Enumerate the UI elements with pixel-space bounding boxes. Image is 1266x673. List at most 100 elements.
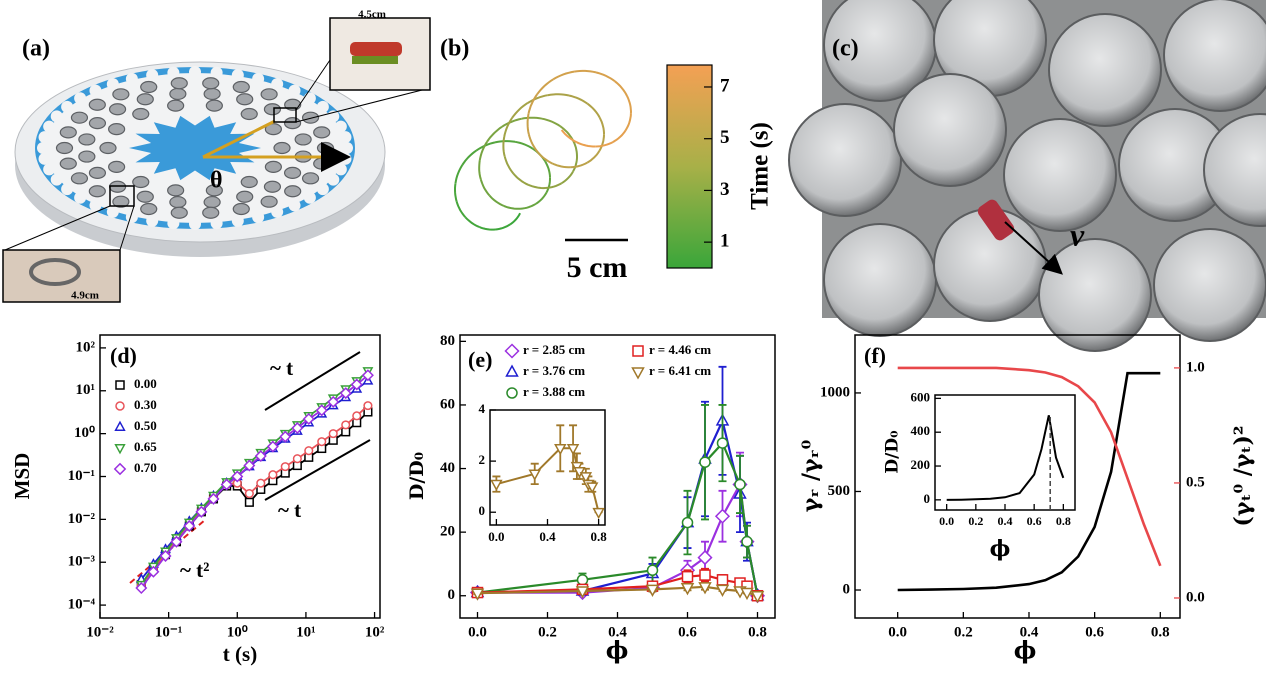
marker [646,564,659,577]
hole [140,202,158,216]
trajectory [541,117,561,128]
y-tick-label: 10⁻¹ [68,468,95,484]
marker [220,478,233,491]
ring-scallop [252,72,265,85]
series-line [897,366,1162,567]
marker [576,574,589,586]
ring-photo [29,258,81,286]
hole [264,160,282,173]
hole [205,184,223,197]
ring-scallop [316,183,329,196]
hole [88,185,106,198]
hole [59,126,77,139]
series-line [140,380,369,580]
x-axis-label: ϕ [606,636,629,665]
velocity-label: ν [1070,216,1085,252]
y-tick-label: 10⁻⁴ [68,597,96,613]
marker [341,420,351,430]
marker [645,584,660,597]
hole [236,93,254,106]
trajectory [512,173,529,186]
y-tick-label: 200 [911,457,931,472]
ring-scallop [61,100,74,113]
y2-tick-label: 1.0 [1186,359,1205,375]
marker [256,478,266,488]
marker [328,429,338,439]
hole [132,175,150,189]
hole [78,133,96,146]
ring-scallop [327,173,340,186]
y-tick-label: 4 [479,401,486,416]
hole [273,141,291,155]
hole [264,123,282,136]
marker [681,516,694,529]
ring-scallop [50,173,63,186]
hole [240,107,258,121]
marker [327,395,340,408]
trajectory [598,134,605,152]
scale-label: 5 cm [567,251,628,284]
x-axis-label: ϕ [1014,636,1037,665]
x-tick-label: 0.0 [488,529,504,544]
marker [716,574,729,586]
ring-scallop [106,78,119,91]
hole [232,80,250,94]
marker [352,411,362,421]
trajectory [560,129,578,144]
ring-scallop [146,214,159,227]
trajectory [612,129,627,143]
trajectory [503,204,521,210]
x-tick-label: 10⁻¹ [155,624,182,640]
legend-label: r = 3.88 cm [523,384,585,399]
inset-x-label: ϕ [990,536,1011,562]
y-axis-label: γᵣ /γᵣ⁰ [798,439,824,512]
hole [108,160,126,173]
panel-label: (f) [864,343,886,368]
hole [301,172,320,185]
bead [1153,228,1266,342]
marker [361,369,374,382]
ring-scallop [334,163,347,176]
y-tick-label: 0 [924,491,931,506]
zoom-box [273,107,297,123]
trajectory [545,177,551,193]
y-tick-label: 0 [448,587,456,603]
hole [232,202,250,216]
trajectory [570,161,588,169]
x-tick-label: 0.4 [539,529,556,544]
ring-scallop [74,92,87,105]
bead [1203,113,1266,227]
ring-scallop [167,66,180,79]
panel-c: ν [788,0,1266,352]
bead [893,73,1007,187]
hole [284,185,302,198]
marker [575,586,590,599]
y-tick-label: 10⁻³ [68,554,96,570]
annotation: ~ t² [180,558,209,582]
ring-scallop [231,69,244,82]
bead [788,103,902,217]
hole [167,184,185,197]
trajectory [454,164,464,184]
marker [554,443,567,456]
zoom-line [295,87,431,123]
zoom-line [4,205,111,251]
x-tick-label: 0.6 [1027,514,1042,528]
marker [363,401,373,411]
x-tick-label: 10² [365,624,385,640]
hole [313,157,331,170]
legend-label: r = 6.41 cm [649,363,711,378]
y-tick-label: 10⁻² [68,511,96,527]
hole [169,195,187,209]
inset-y-label: D/D₀ [883,430,903,473]
legend-marker [632,345,644,357]
hole [283,166,302,179]
marker [734,478,746,491]
trajectory [536,78,554,95]
ring-scallop [167,217,180,230]
ring-scallop [125,211,138,224]
marker [740,587,754,601]
series-line [897,371,1161,592]
x-tick-label: 0.2 [954,624,973,640]
marker [159,549,172,562]
